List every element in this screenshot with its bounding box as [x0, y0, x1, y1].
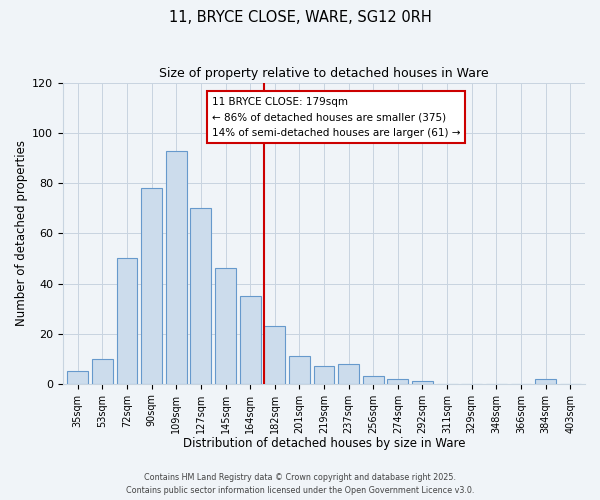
Text: 11, BRYCE CLOSE, WARE, SG12 0RH: 11, BRYCE CLOSE, WARE, SG12 0RH	[169, 10, 431, 25]
Bar	[166, 150, 187, 384]
Bar	[412, 381, 433, 384]
Bar	[363, 376, 384, 384]
Text: Contains HM Land Registry data © Crown copyright and database right 2025.
Contai: Contains HM Land Registry data © Crown c…	[126, 474, 474, 495]
X-axis label: Distribution of detached houses by size in Ware: Distribution of detached houses by size …	[183, 437, 465, 450]
Bar	[264, 326, 285, 384]
Bar	[215, 268, 236, 384]
Bar	[92, 358, 113, 384]
Bar	[289, 356, 310, 384]
Bar	[338, 364, 359, 384]
Bar	[141, 188, 162, 384]
Title: Size of property relative to detached houses in Ware: Size of property relative to detached ho…	[159, 68, 489, 80]
Text: 11 BRYCE CLOSE: 179sqm
← 86% of detached houses are smaller (375)
14% of semi-de: 11 BRYCE CLOSE: 179sqm ← 86% of detached…	[212, 96, 460, 138]
Bar	[239, 296, 260, 384]
Y-axis label: Number of detached properties: Number of detached properties	[15, 140, 28, 326]
Bar	[388, 378, 409, 384]
Bar	[116, 258, 137, 384]
Bar	[67, 371, 88, 384]
Bar	[314, 366, 334, 384]
Bar	[190, 208, 211, 384]
Bar	[535, 378, 556, 384]
